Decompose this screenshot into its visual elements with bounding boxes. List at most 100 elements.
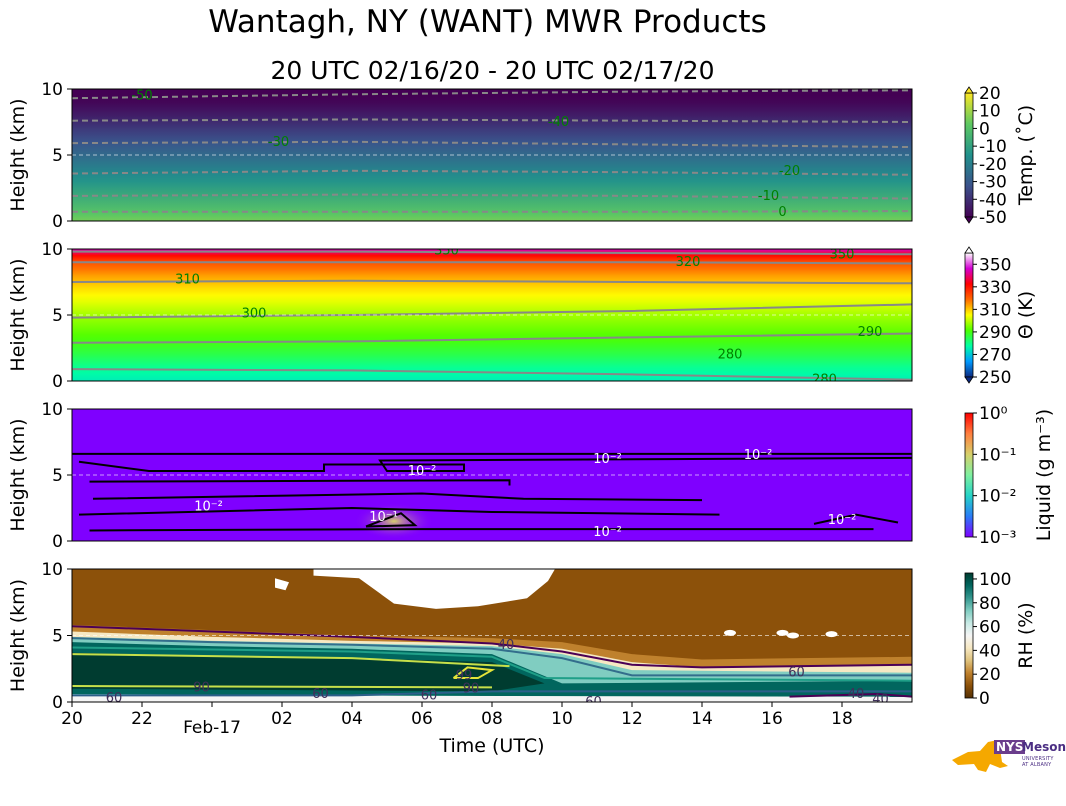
contour-0 bbox=[72, 210, 912, 213]
contour-label: 60 bbox=[585, 695, 602, 710]
logo-university-text: UNIVERSITY AT ALBANY bbox=[1022, 756, 1054, 768]
colorbar-tick-label: 100 bbox=[979, 570, 1011, 590]
logo-nys-text: NYS bbox=[994, 740, 1026, 754]
y-axis-label: Height (km) bbox=[7, 258, 29, 371]
x-date-label: Feb-17 bbox=[183, 718, 241, 738]
colorbar-ramp bbox=[964, 412, 974, 538]
rh-contour-90-bottom bbox=[72, 685, 493, 689]
rh-contour-40-low bbox=[789, 693, 912, 698]
y-tick-label: 10 bbox=[41, 560, 63, 580]
colorbar-tick-label: 10⁻¹ bbox=[979, 445, 1016, 465]
figure-title: Wantagh, NY (WANT) MWR Products bbox=[208, 4, 767, 40]
contour-label: 99 bbox=[456, 668, 473, 683]
contour-label: 40 bbox=[872, 692, 889, 707]
colorbar-label: Temp. (˚C) bbox=[1015, 105, 1037, 206]
contour-label: 350 bbox=[830, 247, 855, 262]
y-tick-label: 5 bbox=[52, 627, 63, 647]
x-tick-label: 22 bbox=[131, 709, 153, 729]
y-tick-label: 5 bbox=[52, 306, 63, 326]
rh-missing-spot bbox=[825, 631, 838, 638]
contour-label: 90 bbox=[193, 680, 210, 695]
contour--20 bbox=[72, 169, 912, 176]
liquid-contour-right bbox=[813, 513, 899, 525]
colorbar-tick-label: 10⁻³ bbox=[979, 528, 1016, 548]
colorbar-tick-label: -30 bbox=[979, 173, 1007, 193]
colorbar-tick-label: 10⁻² bbox=[979, 487, 1016, 507]
contour-label: 10⁻² bbox=[593, 525, 622, 540]
colorbar-tick-label: 40 bbox=[979, 641, 1001, 661]
liquid-contour-mid2 bbox=[92, 492, 703, 502]
plot-area-liquid_water: 10⁻² 10⁻² 10⁻² 10⁻² 10⁻¹ 10⁻² 10⁻² bbox=[72, 409, 912, 541]
x-tick-label: 02 bbox=[271, 709, 293, 729]
colorbar-label: Liquid (g m⁻³) bbox=[1033, 409, 1055, 541]
colorbar-tick-label: -20 bbox=[979, 155, 1007, 175]
contour-label: -30 bbox=[268, 135, 289, 150]
contour--10 bbox=[72, 193, 912, 200]
nys-mesonet-logo: NYS Mesonet UNIVERSITY AT ALBANY bbox=[950, 738, 1066, 774]
y-axis-label: Height (km) bbox=[7, 98, 29, 211]
contour-label: 290 bbox=[858, 325, 883, 340]
x-axis: 20 22 02 04 06 08 10 12 14 16 18 Feb-17 Time (UTC) bbox=[61, 702, 853, 757]
y-tick-label: 5 bbox=[52, 466, 63, 486]
figure-subtitle: 20 UTC 02/16/20 - 20 UTC 02/17/20 bbox=[270, 56, 715, 85]
plot-area-potential_temperature: 310 300 320 290 280 350 350 280 bbox=[72, 243, 912, 388]
contour-label: 0 bbox=[778, 205, 786, 220]
contour-label: 300 bbox=[242, 307, 267, 322]
contour--40 bbox=[72, 118, 912, 123]
colorbar-tick-label: 310 bbox=[979, 300, 1011, 320]
contour-label: 350 bbox=[434, 243, 459, 258]
colorbar-tick-label: 290 bbox=[979, 323, 1011, 343]
contour-label: 60 bbox=[788, 666, 805, 681]
colorbar-relative_humidity: 100 80 60 40 20 0 RH (%) bbox=[964, 570, 1037, 709]
y-tick-label: 10 bbox=[41, 80, 63, 100]
y-tick-label: 0 bbox=[52, 693, 63, 713]
colorbar-label: RH (%) bbox=[1015, 602, 1037, 668]
liquid-contour-low bbox=[78, 506, 720, 516]
liquid-contour-0.1 bbox=[365, 512, 418, 528]
colorbar-ramp bbox=[964, 572, 974, 699]
contour-label: 280 bbox=[718, 348, 743, 363]
x-tick-label: 12 bbox=[621, 709, 643, 729]
contour-310 bbox=[72, 279, 912, 285]
y-axis-label: Height (km) bbox=[7, 579, 29, 692]
y-tick-label: 0 bbox=[52, 532, 63, 552]
contour-300 bbox=[72, 303, 912, 319]
contour-label: 10⁻¹ bbox=[369, 510, 398, 525]
rh-contour-60-low bbox=[72, 690, 912, 697]
rh-contour-99 bbox=[452, 666, 496, 680]
x-tick-label: 10 bbox=[551, 709, 573, 729]
contour--50 bbox=[72, 89, 912, 100]
colorbar-extend-top bbox=[964, 246, 974, 254]
contour-label: 60 bbox=[312, 687, 329, 702]
x-tick-label: 06 bbox=[411, 709, 433, 729]
x-tick-label: 20 bbox=[61, 709, 83, 729]
colorbar-extend-bottom bbox=[964, 376, 974, 384]
colorbar-tick-label: 250 bbox=[979, 368, 1011, 388]
y-tick-label: 0 bbox=[52, 372, 63, 392]
contour-label: 280 bbox=[812, 373, 837, 388]
contour-label: 320 bbox=[676, 255, 701, 270]
x-axis-label: Time (UTC) bbox=[438, 735, 544, 757]
colorbar-tick-label: 20 bbox=[979, 84, 1001, 104]
contour-290 bbox=[72, 332, 912, 344]
y-tick-label: 5 bbox=[52, 146, 63, 166]
colorbar-tick-label: 270 bbox=[979, 345, 1011, 365]
contour-label: 10⁻² bbox=[408, 464, 437, 479]
liquid-contour-base bbox=[89, 528, 874, 532]
contour-label: -20 bbox=[779, 164, 800, 179]
colorbar-extend-bottom bbox=[964, 216, 974, 224]
colorbar-tick-label: 80 bbox=[979, 594, 1001, 614]
rh-contour-40 bbox=[72, 625, 912, 669]
rh-missing-spot bbox=[724, 629, 736, 636]
rh-missing-data bbox=[313, 569, 555, 609]
rh-contour-90-top bbox=[72, 653, 510, 668]
y-axis-label: Height (km) bbox=[7, 418, 29, 531]
panel-potential_temperature: 310 300 320 290 280 350 350 280 0 5 10 Height (km) 3… bbox=[7, 240, 1037, 392]
contour-label: 60 bbox=[106, 691, 123, 706]
rh-contour-60 bbox=[72, 637, 912, 677]
logo-mesonet-text: Mesonet bbox=[1022, 740, 1066, 754]
colorbar-tick-label: -50 bbox=[979, 208, 1007, 228]
colorbar-tick-label: -40 bbox=[979, 190, 1007, 210]
